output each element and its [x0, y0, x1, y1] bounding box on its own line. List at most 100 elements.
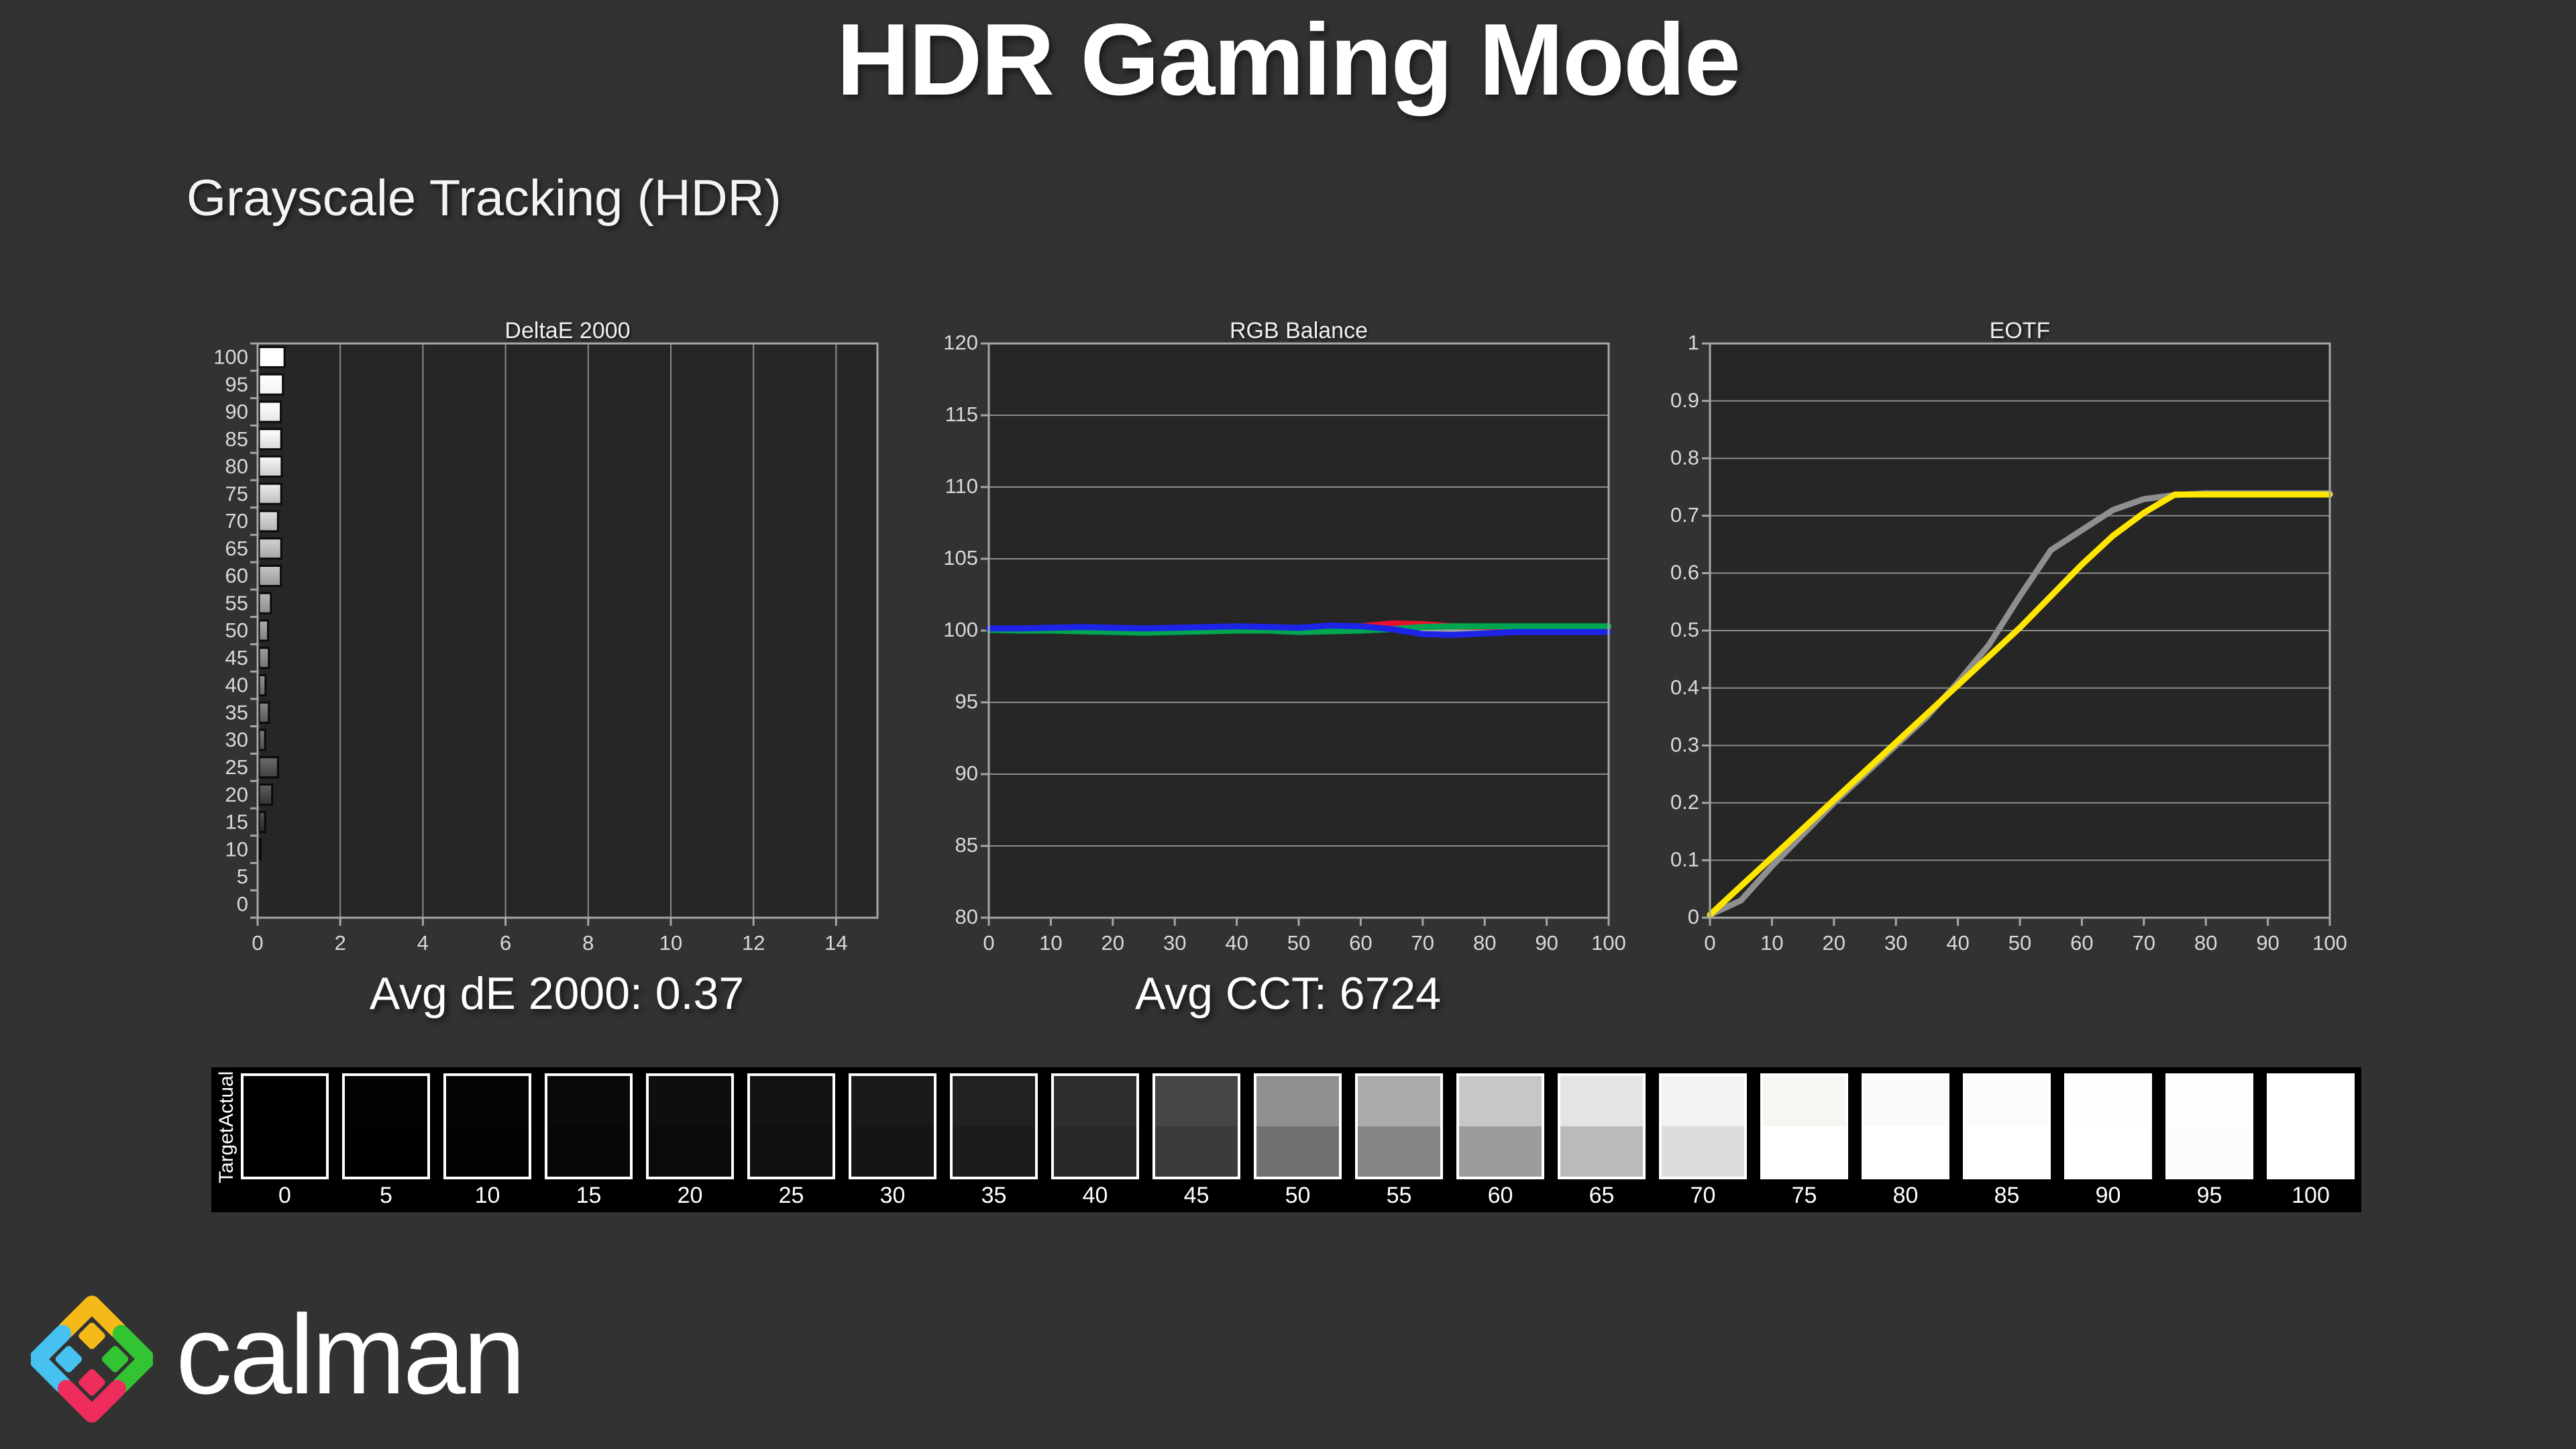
svg-text:20: 20	[225, 783, 248, 806]
svg-text:0.7: 0.7	[1670, 503, 1699, 527]
swatch-cell-45	[1152, 1073, 1240, 1179]
swatch-cell-60	[1456, 1073, 1544, 1179]
swatch-cell-80	[1862, 1073, 1949, 1179]
svg-text:90: 90	[2256, 931, 2279, 955]
swatch-level-label: 75	[1791, 1183, 1817, 1208]
svg-text:30: 30	[1884, 931, 1907, 955]
svg-text:0.2: 0.2	[1670, 790, 1699, 814]
svg-text:80: 80	[1473, 931, 1496, 955]
chart-eotf-canvas: 00.10.20.30.40.50.60.70.80.910 10 20 30 40 50…	[1670, 331, 2347, 955]
page-subtitle: Grayscale Tracking (HDR)	[186, 170, 782, 227]
swatch-cell-85	[1963, 1073, 2051, 1179]
swatch-level-label: 70	[1690, 1183, 1716, 1208]
svg-text:95: 95	[955, 690, 978, 713]
svg-text:5: 5	[237, 865, 248, 888]
swatch-target	[953, 1126, 1035, 1177]
swatch-actual	[2067, 1076, 2149, 1126]
swatch-target	[1256, 1126, 1339, 1177]
svg-text:50: 50	[2008, 931, 2031, 955]
swatch-level-label: 85	[1994, 1183, 2020, 1208]
svg-text:40: 40	[1225, 931, 1248, 955]
swatch-level-label: 50	[1285, 1183, 1311, 1208]
avg-cct-value: Avg CCT: 6724	[1134, 968, 1442, 1019]
swatch-target	[2067, 1126, 2149, 1177]
swatch-level-label: 60	[1487, 1183, 1513, 1208]
swatch-target	[1560, 1126, 1643, 1177]
swatch-target	[851, 1126, 934, 1177]
swatch-target	[446, 1126, 529, 1177]
swatch-cell-65	[1558, 1073, 1646, 1179]
swatch-actual	[1560, 1076, 1643, 1126]
swatch-actual	[446, 1076, 529, 1126]
swatch-level-label: 100	[2292, 1183, 2330, 1208]
page-title: HDR Gaming Mode	[836, 3, 1741, 117]
chart-deltae-canvas: 0 2 4 6 8 10 12 1410095908580757065605550454035…	[213, 342, 879, 955]
swatch-target	[1966, 1126, 2048, 1177]
swatch-level-label: 25	[778, 1183, 804, 1208]
swatch-actual	[851, 1076, 934, 1126]
swatch-target	[750, 1126, 833, 1177]
swatch-cell-75	[1760, 1073, 1848, 1179]
calman-logo-icon	[31, 1295, 153, 1423]
svg-text:0.5: 0.5	[1670, 618, 1699, 641]
swatch-level-label: 40	[1082, 1183, 1108, 1208]
svg-text:0: 0	[252, 931, 263, 955]
svg-text:10: 10	[1760, 931, 1783, 955]
svg-text:10: 10	[1039, 931, 1062, 955]
swatch-actual	[1358, 1076, 1440, 1126]
swatch-target	[1054, 1126, 1136, 1177]
svg-text:100: 100	[943, 618, 978, 641]
svg-text:95: 95	[225, 372, 248, 396]
swatch-cell-95	[2165, 1073, 2253, 1179]
chart-eotf-title: EOTF	[1989, 318, 2051, 343]
svg-text:70: 70	[1411, 931, 1434, 955]
svg-text:85: 85	[955, 833, 978, 857]
svg-text:0: 0	[983, 931, 994, 955]
svg-text:30: 30	[1163, 931, 1186, 955]
svg-text:2: 2	[335, 931, 346, 955]
chart-deltae-2000: DeltaE 2000 0 2 4 6 8 10 12 14 100 95 90 85 80 75 70 65…	[201, 315, 899, 959]
swatch-actual	[547, 1076, 630, 1126]
svg-text:35: 35	[225, 700, 248, 724]
svg-text:0.9: 0.9	[1670, 388, 1699, 412]
swatch-cell-5	[342, 1073, 430, 1179]
svg-text:25: 25	[225, 755, 248, 779]
svg-text:10: 10	[659, 931, 682, 955]
svg-text:0: 0	[1688, 905, 1699, 928]
svg-text:4: 4	[417, 931, 429, 955]
swatch-target	[547, 1126, 630, 1177]
swatch-cell-0	[241, 1073, 329, 1179]
svg-text:60: 60	[225, 564, 248, 588]
swatch-cell-15	[545, 1073, 633, 1179]
swatch-level-label: 95	[2196, 1183, 2222, 1208]
swatch-level-labels: 0 5 10 15 20 25 30 35 40 45 50 55 60 65 70 75 80 85 90 95 10…	[241, 1183, 2355, 1210]
chart-deltae-title: DeltaE 2000	[504, 318, 631, 343]
target-row-label: Target	[215, 1127, 237, 1183]
svg-text:90: 90	[225, 400, 248, 423]
svg-text:0.1: 0.1	[1670, 848, 1699, 871]
svg-text:1: 1	[1688, 331, 1699, 354]
svg-text:115: 115	[945, 402, 978, 426]
swatch-cell-55	[1355, 1073, 1443, 1179]
swatch-cell-10	[443, 1073, 531, 1179]
swatch-actual	[244, 1076, 326, 1126]
swatch-target	[345, 1126, 427, 1177]
swatch-target	[1155, 1126, 1238, 1177]
svg-text:80: 80	[225, 455, 248, 478]
swatch-cell-40	[1051, 1073, 1139, 1179]
swatch-actual	[1966, 1076, 2048, 1126]
swatch-level-label: 0	[278, 1183, 291, 1208]
svg-text:50: 50	[225, 619, 248, 642]
svg-text:60: 60	[2070, 931, 2093, 955]
svg-text:100: 100	[213, 345, 248, 369]
svg-text:10: 10	[225, 837, 248, 861]
swatch-actual	[2168, 1076, 2251, 1126]
swatch-cell-35	[950, 1073, 1038, 1179]
svg-text:90: 90	[955, 761, 978, 785]
svg-text:12: 12	[742, 931, 765, 955]
svg-text:45: 45	[225, 646, 248, 669]
svg-text:0: 0	[237, 892, 248, 916]
swatch-target	[2269, 1126, 2352, 1177]
swatch-actual	[953, 1076, 1035, 1126]
svg-text:20: 20	[1823, 931, 1845, 955]
